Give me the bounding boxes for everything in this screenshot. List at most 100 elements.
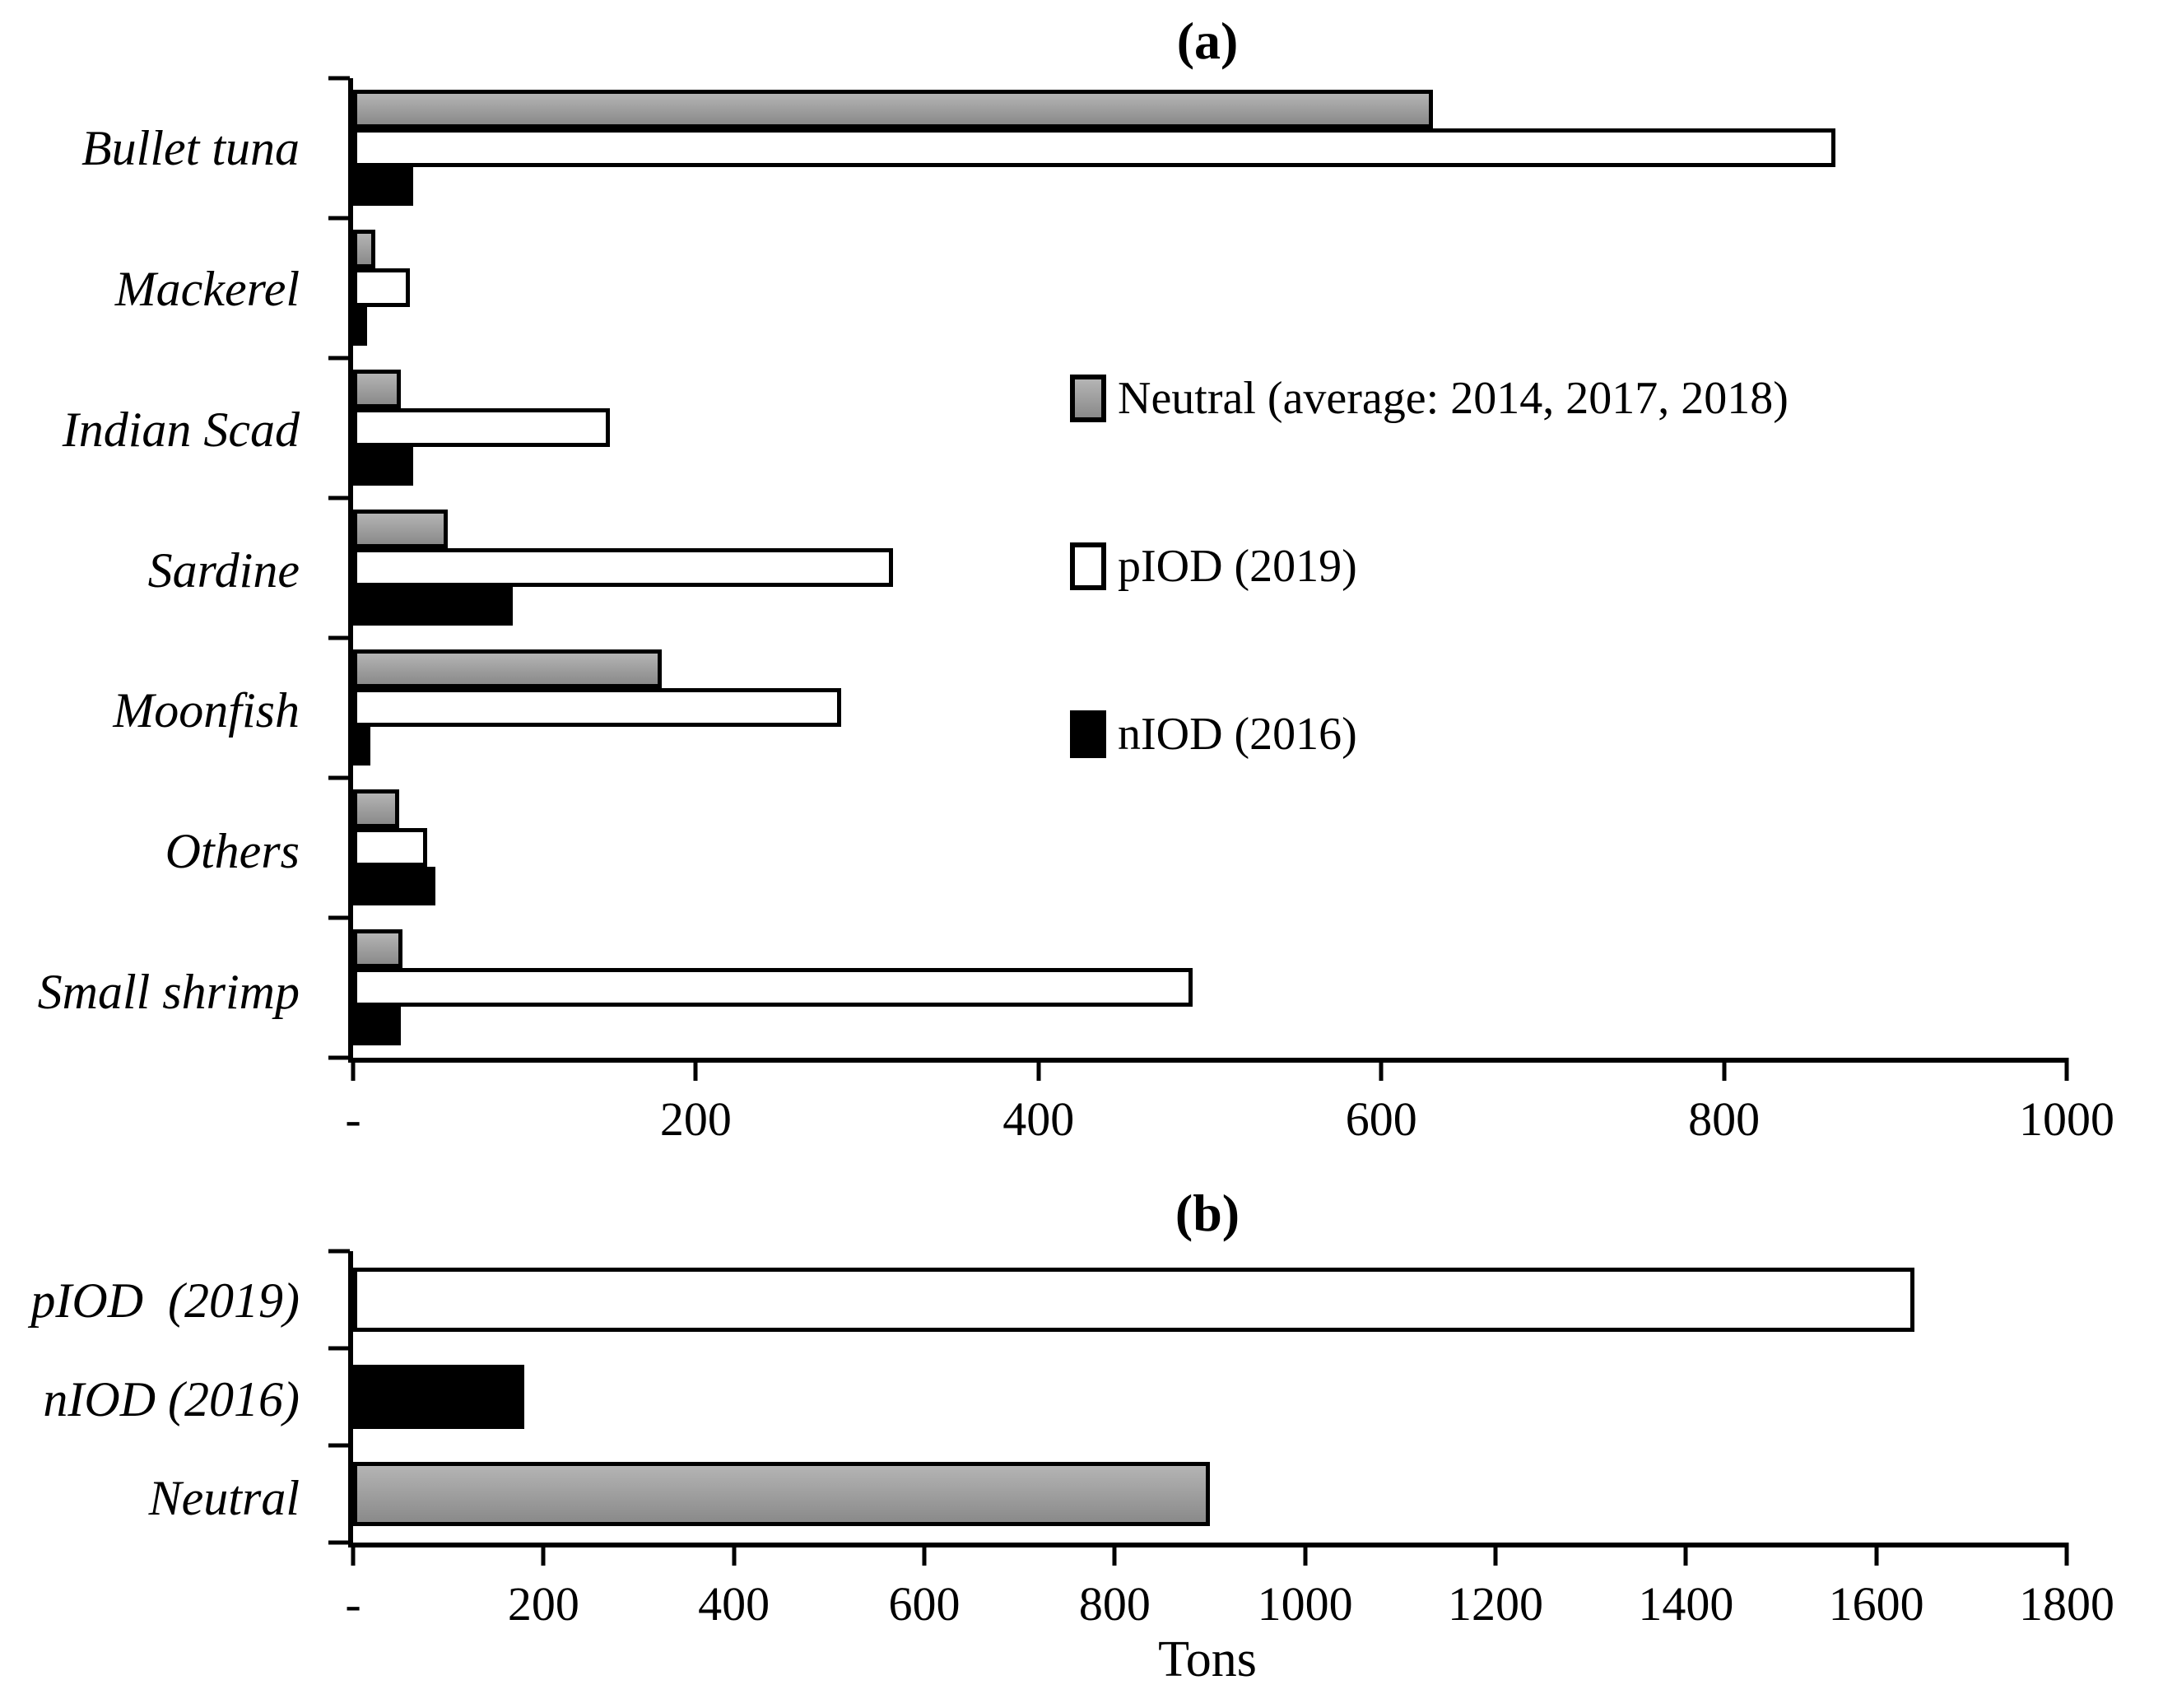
x-axis-tick-label: - [345, 1092, 361, 1146]
legend-item: pIOD (2019) [1070, 542, 1789, 590]
bar-neutral [353, 789, 400, 828]
y-axis-tick [328, 1540, 350, 1545]
legend-swatch-neutral [1070, 375, 1106, 422]
x-axis-tick [2064, 1543, 2069, 1566]
legend-label: nIOD (2016) [1118, 709, 1357, 760]
y-axis-tick [328, 76, 350, 81]
x-axis-tick-label: 1000 [2019, 1092, 2114, 1146]
x-axis-tick-label: 800 [1688, 1092, 1761, 1146]
bar-piod [353, 828, 427, 867]
bar-group [353, 638, 2067, 778]
bar-neutral [353, 90, 1433, 128]
x-axis-tick-label: 1800 [2019, 1577, 2114, 1631]
bar-niod [353, 587, 513, 626]
x-axis-tick-label: 1400 [1638, 1577, 1734, 1631]
category-label: Moonfish [113, 683, 300, 738]
x-axis-tick [1112, 1543, 1117, 1566]
chart-a-category-labels: Bullet tuna Mackerel Indian Scad Sardine Moo… [0, 78, 323, 1063]
x-axis-tick-label: 400 [1002, 1092, 1075, 1146]
x-axis-tick-label: 1200 [1448, 1577, 1543, 1631]
bar-group [353, 778, 2067, 918]
bar-neutral [353, 649, 662, 688]
y-axis-tick [328, 775, 350, 780]
bar-piod [353, 408, 611, 447]
y-axis-tick [328, 1249, 350, 1254]
bar-neutral [353, 510, 448, 548]
bar-group [353, 1445, 2067, 1543]
category-label: Small shrimp [37, 965, 300, 1020]
x-axis-tick [1379, 1058, 1384, 1081]
category-label: Neutral [148, 1470, 300, 1525]
bar-group [353, 1251, 2067, 1348]
legend-item: nIOD (2016) [1070, 710, 1789, 758]
x-axis-tick-label: 200 [659, 1092, 732, 1146]
bar-group [353, 218, 2067, 358]
bar-piod [353, 128, 1835, 167]
chart-b-plot-area: - 200 400 600 800 1000 1200 1400 1600 1800 [328, 1249, 2114, 1628]
y-axis-tick [328, 1346, 350, 1351]
category-label: Indian Scad [62, 402, 300, 457]
legend: Neutral (average: 2014, 2017, 2018) pIOD … [1070, 375, 1789, 758]
bar-group [353, 78, 2067, 218]
x-axis-tick-label: 800 [1078, 1577, 1151, 1631]
bar-neutral [353, 929, 403, 968]
x-axis-tick [351, 1058, 356, 1081]
bar-neutral [353, 1462, 1210, 1526]
legend-swatch-piod [1070, 542, 1106, 590]
chart-b-title: (b) [1175, 1184, 1240, 1242]
bar-piod [353, 1268, 1914, 1332]
bar-neutral [353, 370, 402, 408]
bar-piod [353, 968, 1193, 1007]
category-label: nIOD (2016) [43, 1371, 300, 1426]
legend-label: Neutral (average: 2014, 2017, 2018) [1118, 373, 1789, 424]
x-axis-tick [732, 1543, 737, 1566]
category-label: Mackerel [114, 261, 300, 316]
y-axis-tick [328, 216, 350, 221]
bar-group [353, 358, 2067, 498]
x-axis-tick [2064, 1058, 2069, 1081]
y-axis-tick [328, 915, 350, 920]
category-label: Sardine [147, 542, 300, 598]
bar-niod [353, 1007, 402, 1045]
bar-niod [353, 1365, 525, 1429]
bar-neutral [353, 230, 376, 268]
legend-label: pIOD (2019) [1118, 541, 1357, 592]
x-axis-tick [1303, 1543, 1308, 1566]
x-axis-tick-label: 600 [888, 1577, 961, 1631]
chart-a-bars [353, 78, 2067, 1058]
bar-piod [353, 688, 842, 727]
bar-group [353, 498, 2067, 638]
bar-niod [353, 867, 435, 905]
x-axis-tick [693, 1058, 698, 1081]
x-axis-tick [351, 1543, 356, 1566]
bar-piod [353, 548, 893, 587]
chart-b-category-labels: pIOD (2019) nIOD (2016) Neutral [0, 1251, 323, 1547]
x-axis-tick-label: 1000 [1257, 1577, 1353, 1631]
x-axis-tick [1036, 1058, 1041, 1081]
category-label: Others [165, 824, 300, 879]
bar-group [353, 918, 2067, 1058]
chart-a-section: (a) Bullet tuna Mackerel Indian Scad Sardin… [0, 12, 2114, 1146]
y-axis-tick [328, 1443, 350, 1448]
chart-a-title: (a) [1176, 12, 1239, 70]
legend-swatch-niod [1070, 710, 1106, 758]
chart-b-bars [353, 1251, 2067, 1543]
x-axis-label-tons: Tons [1158, 1631, 1257, 1687]
x-axis-tick [922, 1543, 927, 1566]
y-axis-tick [328, 1055, 350, 1060]
bar-niod [353, 727, 370, 766]
x-axis-tick-label: - [345, 1577, 361, 1631]
bar-niod [353, 307, 367, 346]
chart-b-section: (b) pIOD (2019) nIOD (2016) Neutral - 200 40… [0, 1185, 2163, 1708]
y-axis-tick [328, 356, 350, 361]
bar-niod [353, 167, 413, 206]
category-label: pIOD (2019) [30, 1273, 300, 1328]
x-axis-tick [1493, 1543, 1498, 1566]
legend-item: Neutral (average: 2014, 2017, 2018) [1070, 375, 1789, 422]
x-axis-tick-label: 400 [698, 1577, 770, 1631]
bar-piod [353, 268, 410, 307]
x-axis-tick-label: 600 [1345, 1092, 1417, 1146]
category-label: Bullet tuna [81, 120, 300, 175]
y-axis-tick [328, 635, 350, 640]
